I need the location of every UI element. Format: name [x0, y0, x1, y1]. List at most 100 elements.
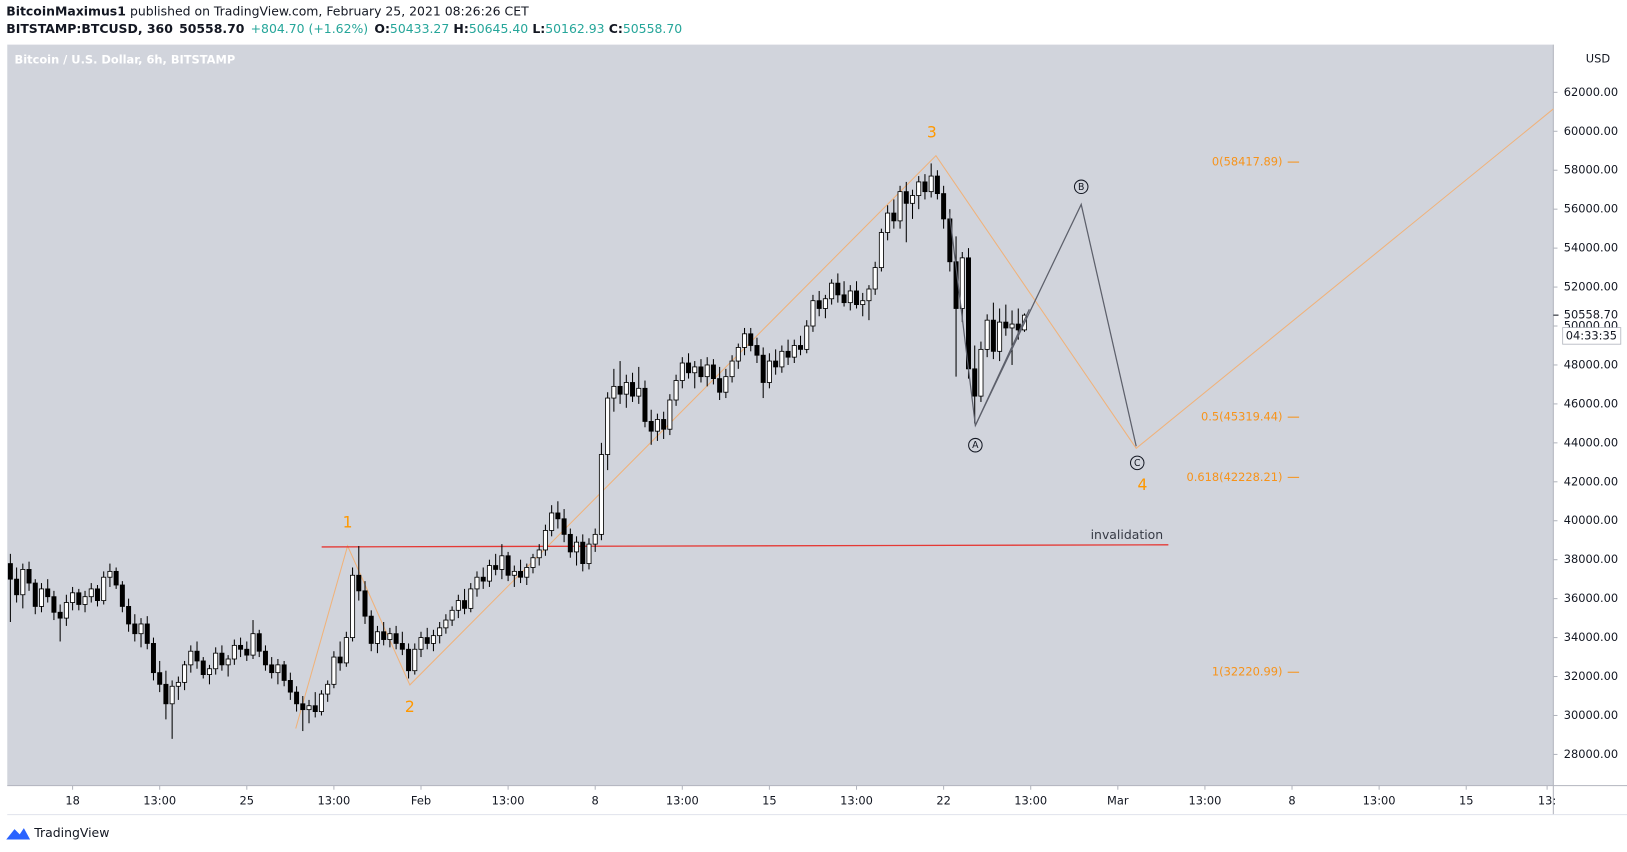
- candle-body: [250, 633, 256, 656]
- wave-label: 3: [927, 123, 937, 141]
- fib-level-label: 0.5(45319.44): [1201, 410, 1282, 424]
- candle-body: [742, 333, 748, 348]
- candle-body: [474, 576, 480, 590]
- candle-body: [281, 664, 287, 681]
- x-tick-label: 22: [936, 794, 951, 808]
- y-tick-label: 54000.00: [1564, 241, 1618, 255]
- y-tick-label: 32000.00: [1564, 669, 1618, 683]
- candle-body: [325, 683, 331, 695]
- abc-label: A: [972, 440, 979, 451]
- ohlc-key: C:: [609, 21, 623, 36]
- candle-body: [194, 650, 200, 662]
- candle-body: [760, 354, 766, 383]
- fib-level-label: 0(58417.89): [1212, 155, 1283, 169]
- ohlc-value: 50558.70: [623, 21, 682, 36]
- candle-body: [829, 282, 835, 300]
- candle-body: [468, 588, 474, 609]
- candle-body: [213, 652, 219, 670]
- last-price-label: 50558.70: [1564, 308, 1618, 322]
- x-tick-label: 13:00: [666, 794, 699, 808]
- header-line: BitcoinMaximus1 published on TradingView.…: [6, 3, 529, 18]
- y-tick-label: 44000.00: [1564, 435, 1618, 449]
- candle-body: [654, 419, 660, 432]
- candle-body: [356, 574, 362, 592]
- y-tick-label: 60000.00: [1564, 124, 1618, 138]
- candle-body: [630, 382, 636, 397]
- candle-body: [256, 633, 262, 652]
- candle-body: [82, 596, 88, 605]
- candle-body: [175, 681, 181, 687]
- candle-body: [567, 533, 573, 553]
- abc-projection: [974, 308, 1030, 426]
- symbol: BITSTAMP:BTCUSD, 360: [6, 21, 173, 36]
- y-tick-label: 38000.00: [1564, 552, 1618, 566]
- candle-body: [934, 175, 940, 195]
- symbol-line: BITSTAMP:BTCUSD, 360 50558.70 +804.70 (+1.…: [6, 21, 682, 36]
- price: 50558.70: [179, 21, 245, 36]
- published: published on TradingView.com, February 2…: [130, 3, 529, 18]
- y-tick-label: 34000.00: [1564, 630, 1618, 644]
- candle-body: [561, 518, 567, 535]
- candle-body: [362, 590, 368, 617]
- candle-body: [32, 582, 38, 607]
- candle-body: [729, 360, 735, 378]
- candle-body: [368, 615, 374, 644]
- candle-body: [150, 643, 156, 674]
- candle-body: [872, 267, 878, 290]
- brand[interactable]: TradingView: [33, 825, 109, 840]
- candle-body: [493, 565, 499, 570]
- x-tick-label: 18: [65, 794, 80, 808]
- candle-body: [294, 691, 300, 705]
- y-tick-label: 36000.00: [1564, 591, 1618, 605]
- candle-body: [20, 569, 26, 596]
- x-tick-label: Mar: [1107, 794, 1129, 808]
- candle-body: [337, 656, 343, 664]
- candle-body: [661, 419, 667, 430]
- x-tick-label: 15: [762, 794, 777, 808]
- candle-body: [990, 319, 996, 352]
- candle-body: [443, 619, 449, 629]
- ohlc-value: 50433.27: [390, 21, 449, 36]
- candle-body: [816, 300, 822, 309]
- change: +804.70 (+1.62%): [251, 21, 369, 36]
- candle-body: [113, 570, 119, 586]
- candle-body: [642, 387, 648, 422]
- abc-label: B: [1078, 182, 1084, 193]
- candle-body: [350, 574, 356, 639]
- candle-body: [592, 533, 598, 545]
- candle-body: [804, 325, 810, 350]
- candle-body: [686, 362, 692, 374]
- candle-body: [486, 565, 492, 582]
- candle-body: [959, 257, 965, 309]
- ohlc-key: H:: [453, 21, 468, 36]
- candle-body: [200, 660, 206, 676]
- candle-body: [437, 627, 443, 637]
- candle-body: [399, 643, 405, 650]
- candle-body: [269, 664, 275, 674]
- abc-circle: [1073, 179, 1089, 195]
- candle-body: [928, 175, 934, 193]
- y-tick-label: 40000.00: [1564, 513, 1618, 527]
- ohlc-value: 50645.40: [469, 21, 528, 36]
- candle-body: [916, 181, 922, 196]
- candle-body: [132, 623, 138, 635]
- y-tick-label: 46000.00: [1564, 396, 1618, 410]
- y-tick-label: 30000.00: [1564, 708, 1618, 722]
- plot-area: [7, 44, 1554, 786]
- candle-body: [343, 637, 349, 664]
- candle-body: [412, 648, 418, 672]
- candle-body: [518, 570, 524, 578]
- x-tick-label: 13:00: [840, 794, 873, 808]
- candle-body: [854, 290, 860, 306]
- candle-body: [773, 360, 779, 368]
- y-tick-label: 42000.00: [1564, 474, 1618, 488]
- abc-circle: [968, 437, 983, 453]
- countdown-box: [1562, 327, 1622, 345]
- candle-body: [76, 592, 82, 605]
- author[interactable]: BitcoinMaximus1: [6, 3, 126, 18]
- candle-body: [605, 397, 611, 455]
- candle-body: [70, 592, 76, 603]
- logo-icon: [6, 828, 31, 840]
